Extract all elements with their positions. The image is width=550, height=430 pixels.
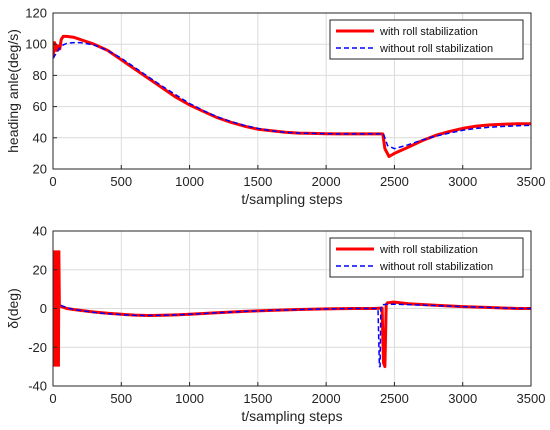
- legend-entry: without roll stabilization: [379, 43, 493, 55]
- series-line-without-roll: [53, 41, 531, 150]
- x-tick-label: 1000: [175, 174, 204, 189]
- x-tick-label: 1500: [243, 391, 272, 406]
- y-tick-label: 40: [33, 224, 47, 239]
- x-axis-label: t/sampling steps: [241, 408, 342, 424]
- bottom-chart: 0 500 1000 1500 2000 2500 3000 3500 -40 -20 0 20 40 t…: [5, 224, 545, 425]
- x-tick-label: 1000: [175, 391, 204, 406]
- series-line-without-roll: [53, 300, 531, 368]
- y-tick-label: 60: [33, 99, 47, 114]
- y-tick-label: 120: [25, 6, 47, 21]
- legend: with roll stabilization without roll stab…: [329, 237, 524, 278]
- x-tick-label: 0: [49, 391, 56, 406]
- series-group: [53, 34, 531, 158]
- x-tick-label: 0: [49, 174, 56, 189]
- y-tick-label: -20: [28, 340, 47, 355]
- x-tick-label: 1500: [243, 174, 272, 189]
- y-tick-label: 100: [25, 37, 47, 52]
- legend-entry: with roll stabilization: [379, 26, 478, 38]
- legend-entry: with roll stabilization: [379, 244, 478, 256]
- x-tick-label: 2000: [312, 174, 341, 189]
- x-tick-label: 3000: [448, 174, 477, 189]
- legend: with roll stabilization without roll stab…: [329, 19, 524, 60]
- x-axis-label: t/sampling steps: [241, 191, 342, 207]
- top-chart: 0 500 1000 1500 2000 2500 3000 3500 20 40 60 80 100 1…: [5, 6, 545, 208]
- legend-box: [329, 19, 524, 60]
- y-tick-label: 20: [33, 262, 47, 277]
- x-tick-label: 3500: [517, 391, 546, 406]
- y-tick-label: 80: [33, 68, 47, 83]
- y-tick-label: -40: [28, 379, 47, 394]
- series-chatter-with-roll: [53, 250, 61, 367]
- y-tick-label: 20: [33, 162, 47, 177]
- x-tick-label: 2500: [380, 174, 409, 189]
- x-tick-label: 2500: [380, 391, 409, 406]
- x-tick-label: 500: [110, 391, 132, 406]
- y-tick-label: 0: [40, 301, 47, 316]
- x-tick-label: 3000: [448, 391, 477, 406]
- legend-entry: without roll stabilization: [379, 261, 493, 273]
- x-tick-label: 2000: [312, 391, 341, 406]
- y-axis-label: heading anle(deg/s): [5, 29, 21, 153]
- y-tick-label: 40: [33, 130, 47, 145]
- x-tick-label: 3500: [517, 174, 546, 189]
- x-tick-label: 500: [110, 174, 132, 189]
- legend-box: [329, 237, 524, 278]
- plot-frame: [52, 12, 532, 170]
- series-group: [53, 250, 531, 369]
- y-axis-label: δ(deg): [5, 288, 21, 328]
